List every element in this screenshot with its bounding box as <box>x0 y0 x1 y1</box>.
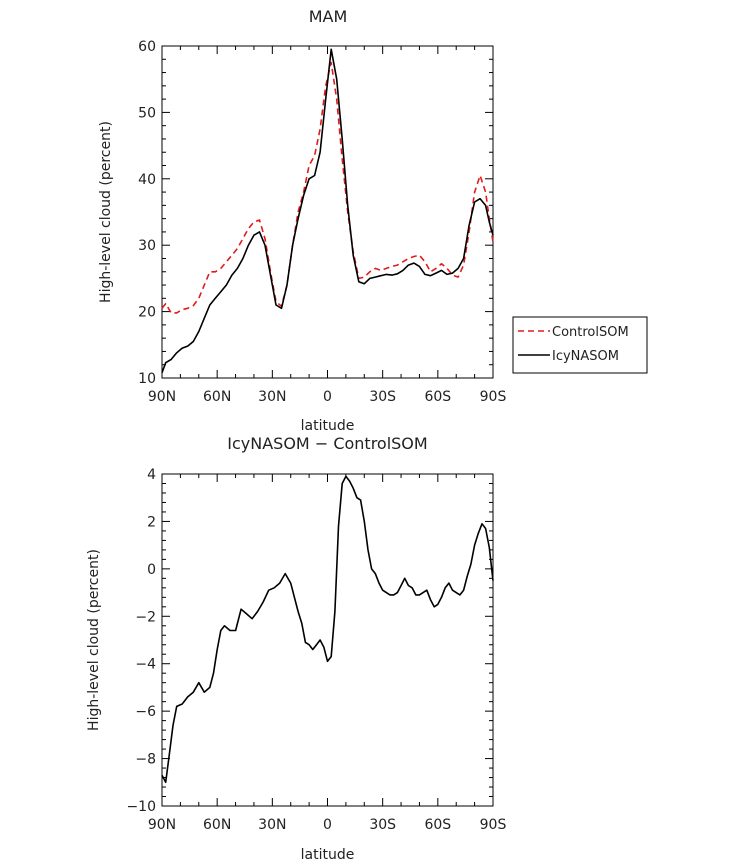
mam-y-tick-label: 30 <box>138 238 156 254</box>
plot-frame-difference <box>161 473 494 807</box>
y-axis-label-difference: High-level cloud (percent) <box>86 549 102 731</box>
chart-title-mam: MAM <box>309 7 348 26</box>
x-axis-label-difference: latitude <box>301 847 355 863</box>
mam-x-tick-label: 30N <box>258 389 286 405</box>
diff-x-tick-label: 30S <box>369 817 396 833</box>
diff-series-line <box>161 475 494 784</box>
mam-x-tick-label: 60S <box>424 389 451 405</box>
diff-y-tick-label: −8 <box>135 752 156 768</box>
diff-y-tick-label: 2 <box>147 514 156 530</box>
diff-x-tick-label: 0 <box>323 817 332 833</box>
mam-x-tick-label: 0 <box>323 389 332 405</box>
mam-x-tick-label: 30S <box>369 389 396 405</box>
difference-panel: IcyNASOM − ControlSOM 90N 60N 30N 0 30S 60S 90… <box>86 434 506 863</box>
diff-y-tick-label: 4 <box>147 467 156 483</box>
diff-y-tick-label: −6 <box>135 704 156 720</box>
legend-label-icynasom: IcyNASOM <box>552 349 619 364</box>
diff-y-tick-label: 0 <box>147 562 156 578</box>
mam-series-icynasom <box>161 48 494 373</box>
mam-y-tick-label: 60 <box>138 39 156 55</box>
diff-y-tick-label: −10 <box>126 799 156 815</box>
mam-panel: MAM 90N 60N 30N 0 30S 60S 90S 10 20 30 40 50 60 lati… <box>98 7 648 434</box>
diff-y-tick-label: −4 <box>135 657 156 673</box>
diff-x-tick-label: 30N <box>258 817 286 833</box>
diff-y-tick-label: −2 <box>135 609 156 625</box>
legend-label-controlsom: ControlSOM <box>552 325 629 340</box>
chart-title-difference: IcyNASOM − ControlSOM <box>227 434 427 453</box>
mam-x-tick-label: 90S <box>480 389 507 405</box>
x-axis-label-mam: latitude <box>301 418 355 434</box>
legend-mam: ControlSOM IcyNASOM <box>512 316 648 374</box>
legend-box <box>512 316 648 374</box>
mam-y-tick-label: 40 <box>138 172 156 188</box>
mam-y-tick-label: 20 <box>138 305 156 321</box>
plot-frame-mam <box>161 45 494 379</box>
mam-y-tick-label: 10 <box>138 371 156 387</box>
y-axis-label-mam: High-level cloud (percent) <box>98 121 114 303</box>
diff-x-tick-label: 60N <box>203 817 231 833</box>
diff-x-tick-label: 90S <box>480 817 507 833</box>
mam-series-controlsom <box>161 61 494 314</box>
mam-y-tick-label: 50 <box>138 105 156 121</box>
diff-x-tick-label: 90N <box>148 817 176 833</box>
diff-x-tick-label: 60S <box>424 817 451 833</box>
mam-x-tick-label: 90N <box>148 389 176 405</box>
mam-x-tick-label: 60N <box>203 389 231 405</box>
